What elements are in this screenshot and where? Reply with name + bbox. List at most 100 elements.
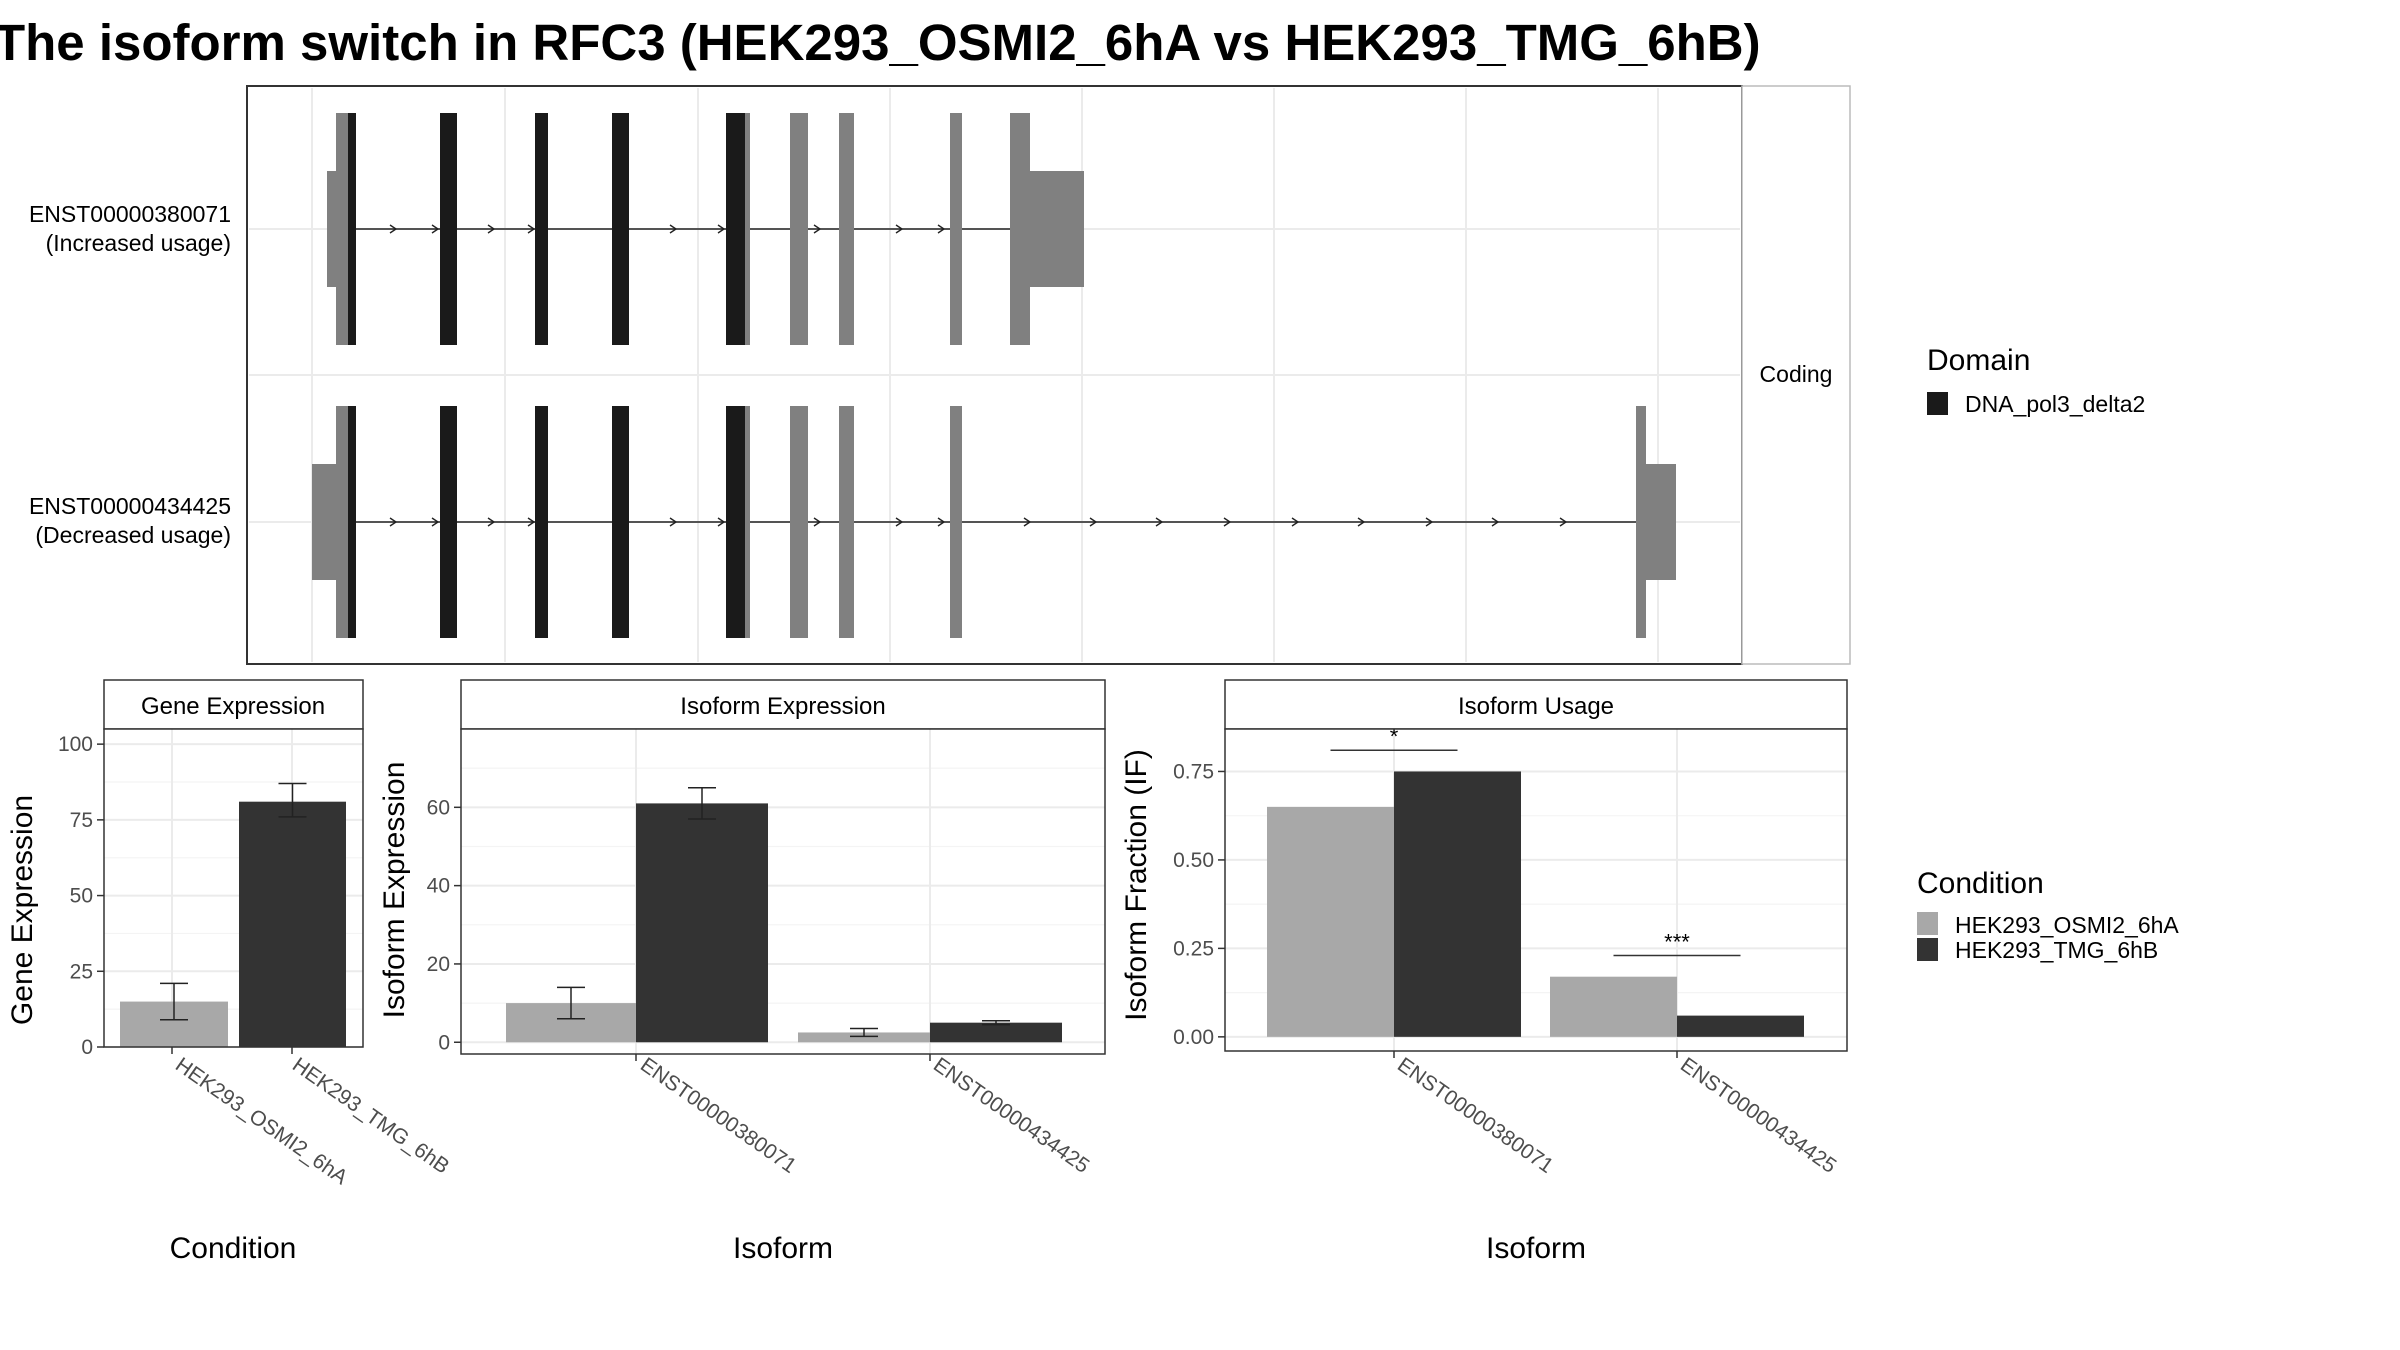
strand-arrow (1223, 517, 1232, 527)
exon (1636, 406, 1646, 638)
exon (336, 113, 348, 345)
strand-arrow (1559, 517, 1568, 527)
x-tick-label: ENST00000380071 (636, 1053, 800, 1178)
condition-legend-title: Condition (1917, 867, 2044, 900)
isoform-expression-bar (636, 803, 768, 1043)
strand-arrow (527, 517, 536, 527)
isoform-expression-ylabel: Isoform Expression (378, 762, 411, 1019)
condition-legend-item-2: HEK293_TMG_6hB (1955, 937, 2158, 963)
utr-3prime (1646, 464, 1676, 580)
gene-expression-xlabel: Condition (170, 1232, 297, 1265)
strand-arrow (895, 517, 904, 527)
significance-label: * (1390, 724, 1399, 749)
significance-label: *** (1664, 929, 1690, 954)
exon (950, 406, 962, 638)
y-tick-label: 0.25 (1173, 937, 1214, 960)
isoform-expression-panel: Isoform Expression 0 20 40 60 ENST0000038007… (378, 679, 1106, 1265)
gene-expression-bar (239, 801, 346, 1047)
strand-arrow (669, 517, 678, 527)
y-tick-label: 20 (427, 953, 450, 976)
exon (336, 406, 348, 638)
strand-arrow (717, 224, 726, 234)
isoform-expression-plot-area (461, 729, 1105, 1054)
exon (745, 113, 750, 345)
transcript-label-2-id: ENST00000434425 (29, 493, 231, 519)
exon-domain (726, 406, 745, 638)
figure-title: The isoform switch in RFC3 (HEK293_OSMI2… (0, 14, 1761, 71)
isoform-usage-bar (1677, 1015, 1804, 1037)
isoform-usage-panel: Isoform Usage ****0.000.250.500.75ENST00… (1120, 679, 1848, 1265)
isoform-usage-bar (1550, 976, 1677, 1037)
strand-arrow (669, 224, 678, 234)
condition-legend-swatch-2 (1917, 938, 1938, 961)
exon (839, 113, 854, 345)
exon (790, 113, 808, 345)
strand-arrow (527, 224, 536, 234)
condition-legend-item-1: HEK293_OSMI2_6hA (1955, 912, 2179, 938)
exon-domain (612, 406, 629, 638)
transcript-panel: Coding ENST00000380071 (Increased usage)… (29, 85, 1851, 665)
gene-expression-strip-label: Gene Expression (141, 693, 325, 720)
gene-expression-strip (103, 679, 364, 730)
strand-arrow (813, 224, 822, 234)
x-tick-label: ENST00000434425 (929, 1053, 1093, 1178)
y-tick-label: 60 (427, 796, 450, 819)
strand-arrow (895, 224, 904, 234)
condition-legend-swatch-1 (1917, 912, 1938, 935)
exon-domain (440, 113, 457, 345)
y-tick-label: 50 (70, 885, 93, 908)
transcript-label-2-usage: (Decreased usage) (35, 522, 231, 548)
isoform-expression-border (460, 728, 1106, 1055)
transcript-strip (1741, 85, 1851, 665)
gene-expression-border (103, 728, 364, 1048)
strand-arrow (1089, 517, 1098, 527)
y-tick-label: 75 (70, 809, 93, 832)
exon (950, 113, 962, 345)
exon (839, 406, 854, 638)
isoform-usage-ylabel: Isoform Fraction (IF) (1120, 749, 1153, 1021)
strand-arrow (487, 224, 496, 234)
strand-arrow (1291, 517, 1300, 527)
isoform-usage-xlabel: Isoform (1486, 1232, 1586, 1265)
exon-domain (612, 113, 629, 345)
y-tick-label: 100 (58, 733, 93, 756)
isoform-usage-strip (1224, 679, 1848, 730)
transcript-track-1 (327, 113, 1084, 345)
gene-expression-ylabel: Gene Expression (6, 795, 39, 1025)
y-tick-label: 0 (81, 1036, 93, 1059)
isoform-expression-strip (460, 679, 1106, 730)
strand-arrow (1425, 517, 1434, 527)
exon (790, 406, 808, 638)
isoform-expression-bar (798, 1032, 930, 1043)
strand-arrow (1155, 517, 1164, 527)
utr-5prime (327, 171, 336, 287)
domain-legend-item: DNA_pol3_delta2 (1965, 391, 2145, 417)
isoform-expression-bar (930, 1022, 1062, 1043)
condition-legend: Condition HEK293_OSMI2_6hA HEK293_TMG_6h… (1917, 867, 2179, 963)
exon-domain (348, 113, 356, 345)
exon-domain (535, 406, 548, 638)
exon (1010, 113, 1030, 345)
transcript-track-2 (312, 406, 1676, 638)
y-tick-label: 0.50 (1173, 849, 1214, 872)
isoform-usage-bar (1267, 806, 1394, 1037)
exon-domain (535, 113, 548, 345)
strand-arrow (431, 517, 440, 527)
strand-arrow (717, 517, 726, 527)
exon-domain (440, 406, 457, 638)
strand-arrow (1357, 517, 1366, 527)
transcript-strip-label: Coding (1760, 361, 1833, 387)
y-tick-label: 40 (427, 875, 450, 898)
strand-arrow (937, 224, 946, 234)
utr-5prime (312, 464, 336, 580)
strand-arrow (813, 517, 822, 527)
isoform-expression-strip-label: Isoform Expression (680, 693, 885, 720)
isoform-usage-strip-label: Isoform Usage (1458, 693, 1614, 720)
y-tick-label: 0.00 (1173, 1026, 1214, 1049)
y-tick-label: 0 (438, 1031, 450, 1054)
transcript-label-1-usage: (Increased usage) (46, 230, 231, 256)
isoform-expression-plot: 0 20 40 60 ENST00000380071 ENST00000434425 (427, 728, 1106, 1178)
domain-legend-title: Domain (1927, 344, 2030, 377)
x-tick-label: ENST00000380071 (1393, 1053, 1557, 1178)
exon-domain (348, 406, 356, 638)
